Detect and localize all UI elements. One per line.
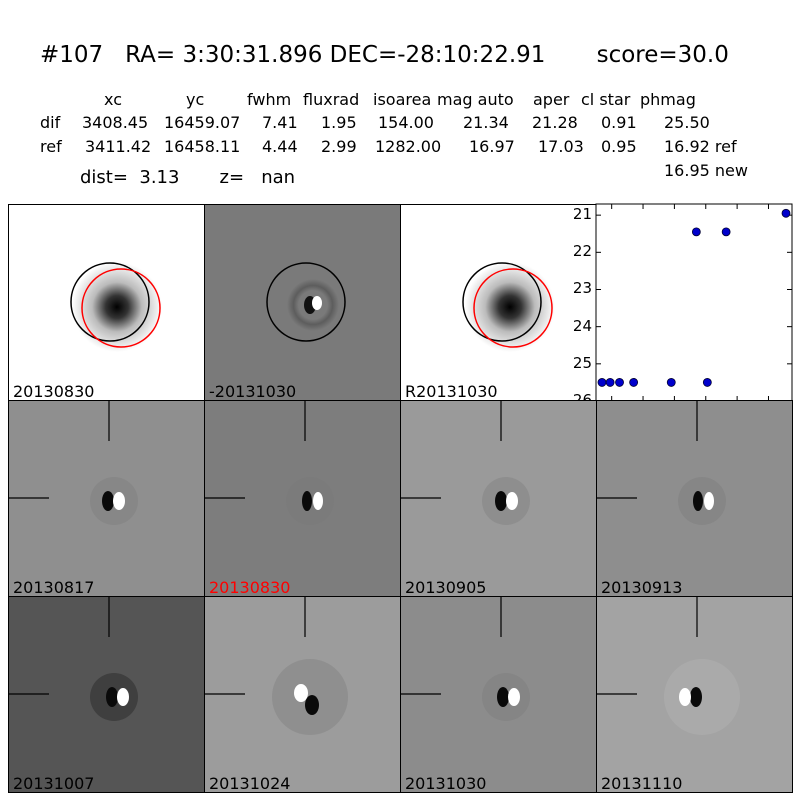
table-cell: 21.28 bbox=[532, 113, 578, 132]
table-cell: 16.97 bbox=[469, 137, 515, 156]
column-header: xc bbox=[104, 90, 122, 109]
panel-label: 20131007 bbox=[13, 774, 95, 793]
data-point bbox=[721, 227, 731, 237]
column-header: mag auto bbox=[437, 90, 514, 109]
stamp-panel: 20130817 bbox=[8, 400, 205, 597]
data-point bbox=[702, 378, 712, 387]
stamp-image bbox=[9, 401, 138, 525]
column-header: isoarea bbox=[373, 90, 432, 109]
table-cell: 3411.42 bbox=[85, 137, 152, 156]
stamp-image bbox=[597, 597, 740, 735]
table-cell: 3408.45 bbox=[82, 113, 149, 132]
stamp-panel: 20130913 bbox=[596, 400, 793, 597]
data-point bbox=[615, 378, 624, 387]
stamp-image bbox=[401, 597, 530, 721]
column-header: yc bbox=[186, 90, 205, 109]
column-header: fwhm bbox=[247, 90, 292, 109]
panel-label: 20131030 bbox=[405, 774, 487, 793]
stamp-image bbox=[462, 262, 555, 352]
table-cell: 16458.11 bbox=[164, 137, 241, 156]
column-header: cl star bbox=[581, 90, 631, 109]
panel-label: -20131030 bbox=[209, 382, 297, 401]
stamp-image bbox=[9, 597, 138, 721]
row-label: dif bbox=[40, 113, 61, 132]
data-point bbox=[691, 227, 701, 237]
table-cell: 17.03 bbox=[538, 137, 584, 156]
candidate-title: #107 RA= 3:30:31.896 DEC=-28:10:22.91 sc… bbox=[40, 42, 729, 68]
row-label: ref bbox=[40, 137, 62, 156]
panel-label: 20131110 bbox=[601, 774, 683, 793]
panel-label: 20131024 bbox=[209, 774, 291, 793]
table-cell: 4.44 bbox=[262, 137, 298, 156]
stamp-image bbox=[401, 401, 530, 525]
aperture-circle-black bbox=[266, 262, 346, 342]
aperture-circle-red bbox=[473, 268, 553, 348]
lightcurve-chart bbox=[595, 203, 793, 402]
stamp-panel-diff: -20131030 bbox=[204, 204, 401, 401]
table-cell: 1.95 bbox=[321, 113, 357, 132]
stamp-panel: 20131024 bbox=[204, 596, 401, 793]
data-point bbox=[629, 378, 639, 387]
stamp-panel: 20130905 bbox=[400, 400, 597, 597]
y-tick-label: 23 bbox=[572, 279, 592, 298]
data-point bbox=[605, 378, 615, 387]
table-cell: 154.00 bbox=[378, 113, 434, 132]
stamp-image bbox=[205, 597, 348, 735]
lightcurve-panel: 212223242526020406080100 bbox=[573, 203, 793, 420]
stamp-panel: 20131007 bbox=[8, 596, 205, 793]
table-cell: 2.99 bbox=[321, 137, 357, 156]
panel-label: 20130830 bbox=[209, 578, 291, 597]
stamp-panel-ref: 20130830 bbox=[8, 204, 205, 401]
panel-label: 20130830 bbox=[13, 382, 95, 401]
table-cell: 21.34 bbox=[463, 113, 509, 132]
column-header: phmag bbox=[640, 90, 696, 109]
dist-z-line: dist= 3.13 z= nan bbox=[80, 167, 296, 188]
table-cell: 1282.00 bbox=[375, 137, 442, 156]
table-cell: 0.95 bbox=[601, 137, 637, 156]
data-point bbox=[781, 208, 791, 218]
y-tick-label: 24 bbox=[572, 316, 592, 335]
y-tick-label: 25 bbox=[572, 353, 592, 372]
data-point bbox=[666, 378, 676, 387]
table-cell: 25.50 bbox=[664, 113, 710, 132]
panel-label: R20131030 bbox=[405, 382, 498, 401]
table-cell: 16459.07 bbox=[164, 113, 241, 132]
y-tick-label: 22 bbox=[572, 242, 592, 261]
stamp-image bbox=[597, 401, 726, 525]
stamp-image bbox=[70, 262, 162, 352]
column-header: aper bbox=[533, 90, 570, 109]
stamp-panel-r: R20131030 bbox=[400, 204, 597, 401]
table-cell: 7.41 bbox=[262, 113, 298, 132]
aperture-circle-black bbox=[70, 262, 150, 342]
stamp-image bbox=[266, 262, 346, 342]
aperture-circle-red bbox=[81, 268, 161, 348]
aperture-circle-black bbox=[462, 262, 542, 342]
panel-label: 20130905 bbox=[405, 578, 487, 597]
stamp-panel: 20130830 bbox=[204, 400, 401, 597]
data-point bbox=[597, 378, 607, 387]
stamp-panel: 20131030 bbox=[400, 596, 597, 793]
column-header: fluxrad bbox=[303, 90, 360, 109]
y-tick-label: 21 bbox=[572, 205, 592, 224]
table-cell: 0.91 bbox=[601, 113, 637, 132]
stamp-image bbox=[205, 401, 334, 525]
table-cell: 16.92 ref bbox=[664, 137, 737, 156]
stamp-panel: 20131110 bbox=[596, 596, 793, 793]
panel-label: 20130913 bbox=[601, 578, 683, 597]
panel-label: 20130817 bbox=[13, 578, 95, 597]
phmag-new: 16.95 new bbox=[664, 161, 748, 180]
